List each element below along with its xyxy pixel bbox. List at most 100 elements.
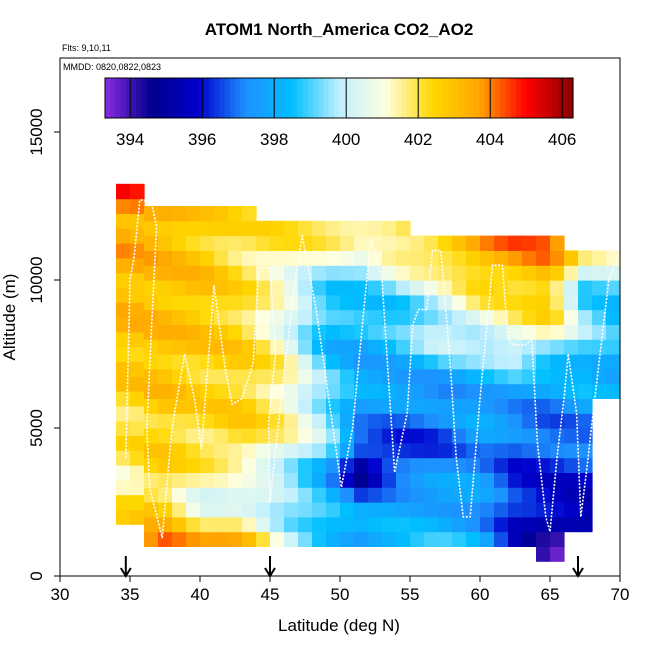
heatmap-cell xyxy=(424,280,439,296)
heatmap-cell xyxy=(368,472,383,488)
colorbar-segment xyxy=(547,78,553,118)
colorbar-segment xyxy=(531,78,538,118)
heatmap-cell xyxy=(186,442,201,459)
heatmap-cell xyxy=(550,516,565,533)
heatmap-cell xyxy=(172,457,187,473)
heatmap-cell xyxy=(186,531,201,547)
heatmap-cell xyxy=(172,339,187,355)
heatmap-cell xyxy=(270,280,285,296)
heatmap-cell xyxy=(564,487,579,503)
heatmap-cell xyxy=(578,280,593,296)
heatmap-cell xyxy=(214,309,229,325)
heatmap-cell xyxy=(606,354,621,370)
heatmap-cell xyxy=(270,265,285,281)
heatmap-cell xyxy=(536,280,551,296)
heatmap-cell xyxy=(508,457,523,473)
colorbar-segment xyxy=(479,78,486,118)
heatmap-cell xyxy=(158,294,173,311)
heatmap-cell xyxy=(424,531,439,547)
heatmap-cell xyxy=(578,442,593,459)
heatmap-cell xyxy=(564,294,579,311)
heatmap-cell xyxy=(298,428,313,444)
heatmap-cell xyxy=(200,398,215,414)
heatmap-cell xyxy=(312,235,327,251)
heatmap-cell xyxy=(480,457,495,473)
heatmap-cell xyxy=(158,472,173,488)
colorbar-segment xyxy=(526,78,532,118)
heatmap-cell xyxy=(466,250,481,266)
heatmap-cell xyxy=(144,324,159,340)
heatmap-cell xyxy=(326,442,341,459)
heatmap-cell xyxy=(466,457,481,473)
heatmap-cell xyxy=(522,442,537,459)
heatmap-cell xyxy=(298,487,313,503)
heatmap-cell xyxy=(270,220,285,237)
heatmap-cell xyxy=(382,398,397,414)
colorbar-segment xyxy=(110,78,116,118)
heatmap-cell xyxy=(158,235,173,251)
heatmap-cell xyxy=(536,413,551,429)
heatmap-cell xyxy=(438,487,453,503)
heatmap-cell xyxy=(452,354,467,370)
heatmap-cell xyxy=(186,354,201,370)
heatmap-cell xyxy=(396,428,411,444)
heatmap-cell xyxy=(256,383,271,399)
heatmap-cell xyxy=(144,428,159,444)
heatmap-cell xyxy=(396,502,411,518)
heatmap-cell xyxy=(424,309,439,325)
heatmap-cell xyxy=(494,235,509,251)
heatmap-cell xyxy=(284,398,299,414)
heatmap-cell xyxy=(186,383,201,399)
heatmap-cell xyxy=(298,457,313,473)
colorbar-segment xyxy=(541,78,548,118)
heatmap-cell xyxy=(606,250,621,266)
x-tick-label: 35 xyxy=(121,585,140,604)
heatmap-cell xyxy=(480,502,495,518)
heatmap-cell xyxy=(368,354,383,370)
heatmap-cell xyxy=(480,235,495,251)
heatmap-cell xyxy=(578,250,593,266)
heatmap-cell xyxy=(438,280,453,296)
heatmap-cell xyxy=(438,442,453,459)
heatmap-cell xyxy=(130,346,145,362)
heatmap-cell xyxy=(214,235,229,251)
colorbar-segment xyxy=(292,78,298,118)
heatmap-cell xyxy=(522,339,537,355)
heatmap-cell xyxy=(326,309,341,325)
heatmap-cell xyxy=(382,324,397,340)
heatmap-cell xyxy=(480,280,495,296)
heatmap-cell xyxy=(158,206,173,222)
heatmap-cell xyxy=(284,472,299,488)
y-tick-label: 5000 xyxy=(27,409,46,447)
heatmap-cell xyxy=(298,324,313,340)
heatmap-cell xyxy=(172,398,187,414)
colorbar-segment xyxy=(401,78,408,118)
heatmap-cell xyxy=(480,339,495,355)
heatmap-cell xyxy=(312,502,327,518)
heatmap-cell xyxy=(550,368,565,385)
heatmap-cell xyxy=(382,428,397,444)
heatmap-cell xyxy=(312,220,327,237)
heatmap-cell xyxy=(130,509,145,525)
heatmap-cell xyxy=(130,228,145,244)
heatmap-cell xyxy=(242,413,257,429)
heatmap-cell xyxy=(116,198,131,214)
heatmap-cell xyxy=(228,487,243,503)
heatmap-cell xyxy=(228,472,243,488)
heatmap-cell xyxy=(438,235,453,251)
heatmap-cell xyxy=(284,309,299,325)
heatmap-cell xyxy=(396,413,411,429)
heatmap-cell xyxy=(368,428,383,444)
chart-title: ATOM1 North_America CO2_AO2 xyxy=(205,20,474,39)
heatmap-cell xyxy=(256,220,271,237)
heatmap-cell xyxy=(256,428,271,444)
heatmap-cell xyxy=(200,457,215,473)
heatmap-cell xyxy=(578,413,593,429)
heatmap-cell xyxy=(550,428,565,444)
heatmap-cell xyxy=(522,309,537,325)
colorbar-segment xyxy=(406,78,413,118)
heatmap-cell xyxy=(564,398,579,414)
heatmap-cell xyxy=(410,250,425,266)
heatmap-cell xyxy=(480,413,495,429)
